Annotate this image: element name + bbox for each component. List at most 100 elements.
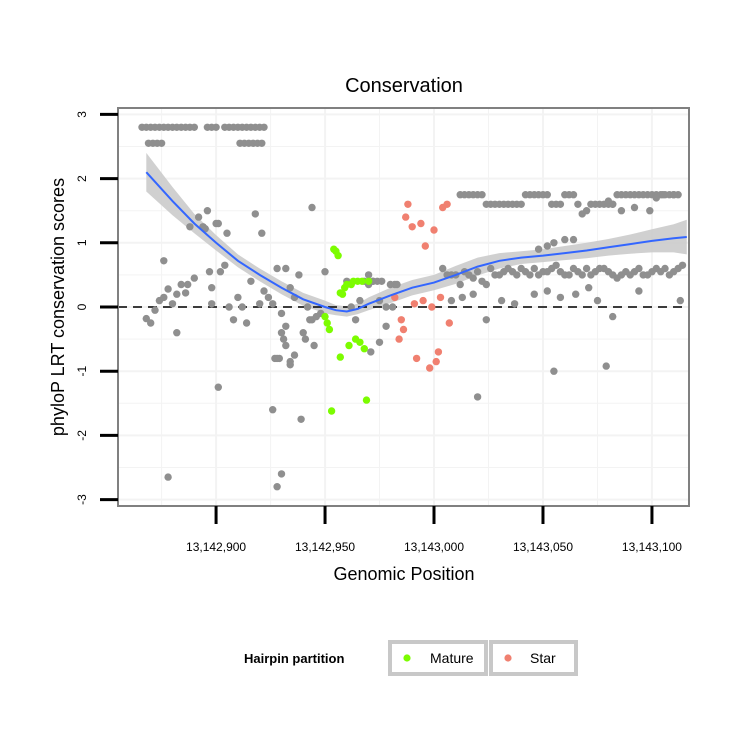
point-other (303, 303, 312, 311)
legend-label-mature: Mature (430, 650, 474, 666)
x-axis-title: Genomic Position (333, 564, 474, 584)
point-other (469, 274, 477, 282)
point-other (277, 309, 286, 318)
point-other (578, 271, 586, 279)
legend: Hairpin partition Mature Star (244, 640, 578, 676)
point-mature (362, 396, 371, 404)
point-other (160, 293, 168, 302)
point-other (517, 200, 525, 208)
point-other (221, 261, 229, 269)
point-other (190, 274, 198, 282)
point-other (234, 293, 242, 302)
y-axis-title: phyloP LRT conservation scores (48, 178, 68, 436)
point-mature (345, 341, 353, 350)
y-tick-label: -2 (75, 430, 89, 441)
point-star (395, 335, 403, 343)
y-tick-label: -3 (75, 494, 89, 505)
chart-title: Conservation (345, 75, 463, 97)
point-other (526, 271, 534, 279)
point-star (443, 200, 451, 208)
point-other (364, 271, 373, 279)
point-star (412, 354, 421, 363)
point-mature (336, 289, 344, 297)
point-other (635, 264, 643, 273)
legend-swatch-mature (403, 654, 411, 662)
point-other (356, 296, 364, 305)
point-star (397, 316, 405, 324)
point-other (269, 300, 277, 308)
point-other (164, 285, 172, 293)
point-other (181, 289, 190, 297)
point-other (321, 268, 329, 276)
point-other (295, 271, 303, 279)
y-tick-label: 0 (75, 303, 89, 310)
point-other (264, 293, 273, 302)
point-other (670, 191, 678, 199)
point-other (242, 319, 251, 327)
point-other (635, 287, 643, 295)
confidence-band-layer (146, 152, 687, 317)
point-other (205, 268, 214, 276)
point-other (279, 335, 288, 343)
point-other (277, 470, 286, 478)
point-other (247, 277, 255, 285)
point-star (421, 242, 429, 250)
x-tick-label: 13,143,050 (513, 540, 573, 554)
point-other (678, 261, 687, 269)
point-other (609, 200, 617, 208)
point-other (646, 207, 654, 215)
point-other (561, 235, 569, 244)
point-other (382, 303, 390, 311)
point-other (534, 245, 543, 253)
point-other (530, 264, 538, 273)
x-axis: 13,142,900 13,142,950 13,143,000 13,143,050… (186, 506, 682, 554)
point-other (297, 415, 305, 423)
point-other (393, 280, 401, 289)
point-other (530, 290, 538, 298)
smooth-line (145, 171, 687, 313)
point-other (482, 316, 490, 324)
point-other (260, 123, 268, 131)
point-other (513, 271, 521, 279)
point-other (473, 393, 482, 401)
point-other (216, 268, 225, 276)
point-other (258, 139, 266, 147)
point-other (203, 207, 212, 215)
point-other (168, 300, 177, 308)
smooth-line-layer (145, 171, 687, 313)
point-other (458, 293, 466, 302)
point-other (214, 219, 222, 228)
point-other (282, 264, 290, 273)
point-other (510, 300, 519, 308)
point-other (659, 191, 667, 199)
point-other (556, 200, 565, 208)
point-star (436, 293, 445, 302)
point-other (543, 191, 551, 199)
y-tick-label: 3 (75, 111, 89, 118)
point-mature (323, 319, 331, 327)
point-other (482, 280, 490, 289)
point-other (543, 287, 551, 295)
point-other (184, 280, 192, 289)
point-other (593, 296, 602, 305)
point-other (478, 191, 486, 199)
point-other (569, 191, 578, 199)
point-star (445, 319, 453, 327)
point-other (382, 322, 390, 330)
point-other (147, 319, 155, 327)
point-other (256, 300, 264, 308)
point-mature (356, 338, 364, 346)
point-other (572, 290, 580, 298)
point-star (430, 226, 438, 234)
point-other (164, 473, 172, 481)
point-other (273, 354, 281, 363)
point-other (439, 264, 447, 273)
y-tick-label: 1 (75, 239, 89, 246)
legend-item-mature: Mature (388, 640, 488, 676)
point-other (186, 223, 194, 231)
data-points (138, 123, 687, 491)
point-mature (327, 407, 336, 415)
plot-area (117, 107, 690, 507)
point-other (347, 303, 355, 311)
point-star (417, 219, 425, 228)
